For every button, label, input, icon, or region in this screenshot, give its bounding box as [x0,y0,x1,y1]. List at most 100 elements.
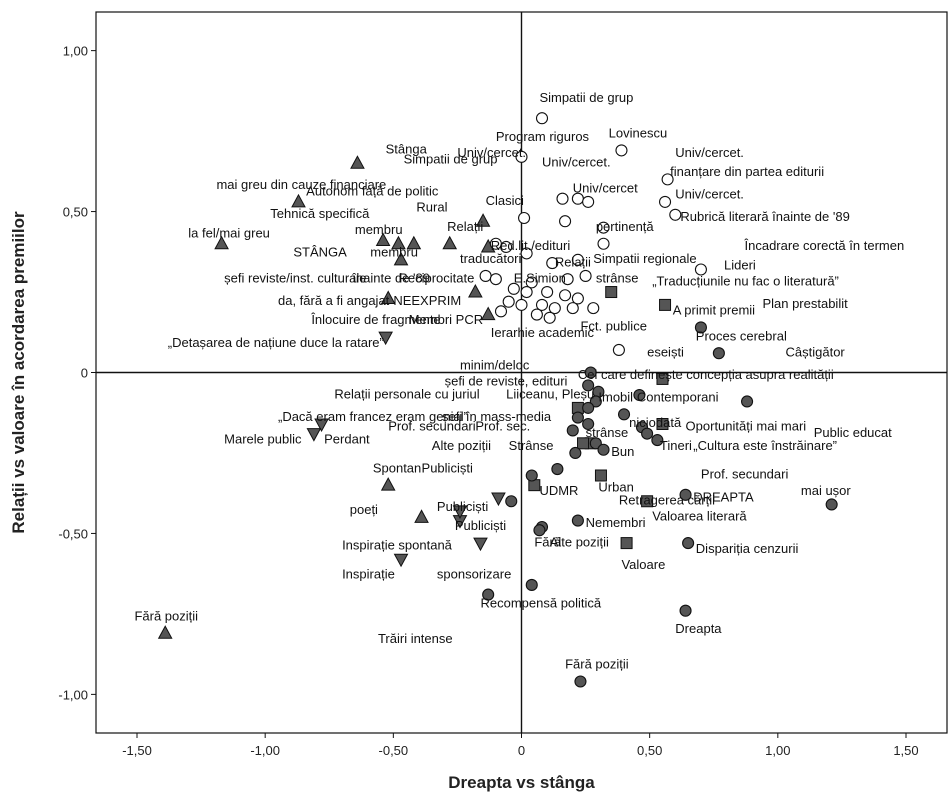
point-label: Fără poziții [565,657,629,672]
point-label: Univ/cercet. [675,187,744,202]
point-label: UDMR [539,483,578,498]
hollow-circle-point [515,150,528,163]
triangle-up-point [291,193,306,208]
point-label: Public educat [814,425,892,440]
y-tick-label: 0 [81,366,88,381]
triangle-up-point [350,155,365,169]
hollow-circle-point [582,195,595,208]
point-label: Univ/cercet. [542,155,611,170]
square-point [594,469,607,482]
point-label: Dreapta [675,621,722,636]
hollow-circle-point [597,221,610,234]
point-label: Recompensă politică [480,595,601,610]
point-label: Oportunități mai mari [686,418,807,433]
hollow-circle-point [518,211,531,225]
point-label: Publiciști [455,518,506,533]
point-label: Relații personale cu juriul [334,386,479,401]
point-label: Liiceanu, Pleșu [506,386,594,401]
hollow-circle-point [520,285,533,299]
point-label: Rural [416,200,447,215]
hollow-circle-point [587,302,600,315]
tick-labels: -1,50 -1,00 -0,50 0 0,50 1,00 1,50 1,00 0,50 0 -0,… [58,44,918,758]
hollow-circle-point [535,298,549,311]
filled-circle-point [482,588,495,601]
hollow-circle-point [530,308,543,321]
point-label: șefi de reviste, edituri [445,373,568,388]
point-label: membru [355,222,403,237]
point-label: „Dacă eram francez eram genial” [278,409,468,424]
point-label: poeți [350,502,378,517]
y-tick-label: -0,50 [58,526,88,541]
point-label: Clasici [486,193,524,208]
hollow-circle-point [579,269,592,282]
hollow-circle-point [615,144,628,157]
hollow-circle-point [535,112,549,125]
point-label: Retragerea cărții [619,492,715,507]
point-label: niciodată [629,415,682,430]
point-label: Autonom față de politic [306,183,439,198]
filled-circle-point [574,675,587,688]
point-label: finanțare din partea editurii [670,164,824,179]
triangle-up-point [380,290,396,304]
triangle-up-point [406,235,422,250]
hollow-circle-point [571,292,584,305]
point-label: Strânse [509,438,554,453]
point-label: A primit premii [673,303,755,318]
point-label: Cel care definește concepția asupra real… [578,367,834,382]
filled-circle-point [741,395,754,408]
point-label: minim/deloc [460,357,530,372]
triangle-up-point [468,283,483,298]
triangle-down-point [306,428,322,442]
point-label: șefi în mass-media [442,409,552,424]
filled-circle-point [505,495,518,508]
point-label: Univ/cercet. [675,145,744,160]
point-label: înainte de '89 [351,270,430,285]
hollow-circle-point [694,263,707,276]
square-point [656,418,669,430]
hollow-circle-point [515,298,528,311]
point-label: Valoare [621,557,665,572]
point-label: Stânga [386,142,428,157]
square-point [659,298,672,311]
filled-circle-point [525,469,538,482]
hollow-circle-point [661,173,674,186]
point-label: Ierarhie academic [491,325,595,340]
point-label: eseiști [647,344,684,359]
filled-circle-point [589,437,602,450]
square-point [577,437,590,450]
hollow-circle-point [546,257,559,270]
point-label: Lovinescu [609,126,668,141]
x-tick-label: 0 [518,743,525,758]
point-label: „Traducțiunile nu fac o literatură” [652,274,839,289]
x-tick-label: 1,50 [893,743,918,758]
point-label: E.Simion [514,270,566,285]
hollow-circle-point [566,302,579,315]
triangle-down-point [393,553,409,568]
point-label: Tineri [660,438,692,453]
point-label: Alte poziții [550,534,609,549]
filled-circle-point [584,366,597,379]
hollow-circle-point [494,305,508,318]
filled-circle-point [633,388,646,402]
triangle-up-point [475,213,491,227]
point-label: Inspirație [342,567,395,582]
filled-circle-point [582,379,595,392]
point-label: Univ/cercet. [457,145,526,160]
point-label: Rubrică literară înainte de '89 [680,209,849,224]
x-tick-label: -1,00 [250,743,280,758]
point-label: strânse [596,270,639,285]
filled-circle-point [597,443,610,456]
point-label: DREAPTA [693,489,754,504]
hollow-circle-point [559,215,572,228]
triangle-down-point [491,492,506,507]
point-label: Alte poziții [432,438,491,453]
triangle-up-point [375,232,391,247]
triangle-up-point [380,477,396,491]
hollow-circle-point [658,195,672,208]
filled-circle-point [825,498,838,511]
filled-circle-point [569,446,582,460]
point-label: Plan prestabilit [762,296,848,311]
hollow-circle-point [597,237,610,250]
data-points [157,112,838,688]
